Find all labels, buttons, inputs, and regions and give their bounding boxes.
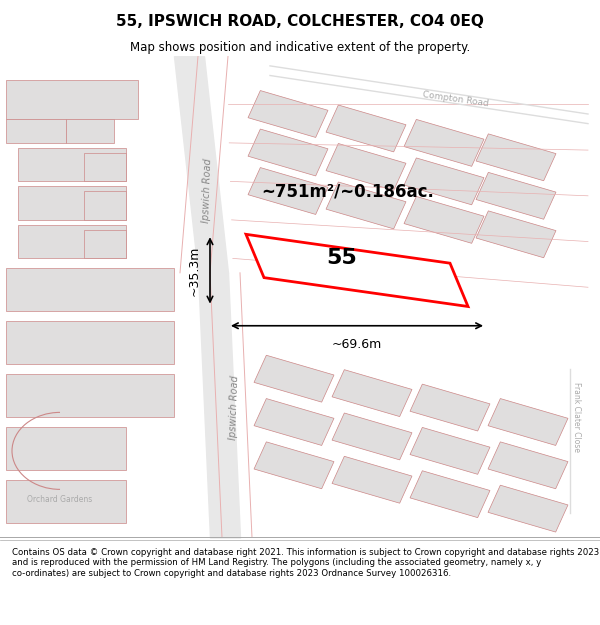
Bar (332, 369, 412, 417)
Bar (326, 105, 406, 152)
Bar (6, 321, 174, 364)
Bar (488, 442, 568, 489)
Bar (6, 480, 126, 523)
Text: 55, IPSWICH ROAD, COLCHESTER, CO4 0EQ: 55, IPSWICH ROAD, COLCHESTER, CO4 0EQ (116, 14, 484, 29)
Bar (404, 158, 484, 205)
Bar (248, 168, 328, 214)
Text: Orchard Gardens: Orchard Gardens (28, 494, 92, 504)
Bar (18, 224, 126, 258)
Bar (326, 182, 406, 229)
Bar (254, 442, 334, 489)
Bar (410, 384, 490, 431)
Bar (254, 399, 334, 446)
Text: Contains OS data © Crown copyright and database right 2021. This information is : Contains OS data © Crown copyright and d… (12, 548, 599, 578)
Bar (326, 144, 406, 191)
Bar (6, 119, 66, 143)
Bar (254, 355, 334, 402)
Bar (66, 119, 114, 143)
Text: Frank Clater Close: Frank Clater Close (571, 382, 581, 452)
Bar (84, 191, 126, 220)
Text: ~69.6m: ~69.6m (332, 338, 382, 351)
Bar (84, 229, 126, 258)
Bar (332, 456, 412, 503)
Text: Map shows position and indicative extent of the property.: Map shows position and indicative extent… (130, 41, 470, 54)
Text: ~751m²/~0.186ac.: ~751m²/~0.186ac. (262, 182, 434, 200)
Bar (488, 399, 568, 446)
Bar (332, 413, 412, 460)
Bar (84, 152, 126, 181)
Text: Ipswich Road: Ipswich Road (228, 375, 240, 440)
Text: Ipswich Road: Ipswich Road (201, 159, 213, 224)
Bar (476, 211, 556, 258)
Bar (404, 196, 484, 243)
Bar (248, 129, 328, 176)
Bar (410, 471, 490, 518)
Bar (6, 427, 126, 470)
Text: ~35.3m: ~35.3m (188, 245, 201, 296)
Bar (18, 148, 126, 181)
Text: 55: 55 (326, 248, 358, 268)
Bar (488, 485, 568, 532)
Bar (410, 428, 490, 474)
Bar (476, 134, 556, 181)
Bar (476, 173, 556, 219)
Bar (248, 91, 328, 138)
Bar (6, 80, 138, 119)
Bar (404, 119, 484, 166)
Bar (18, 186, 126, 220)
Bar (6, 268, 174, 311)
Polygon shape (246, 234, 468, 306)
Text: Compton Road: Compton Road (422, 91, 490, 109)
Bar (6, 374, 174, 418)
